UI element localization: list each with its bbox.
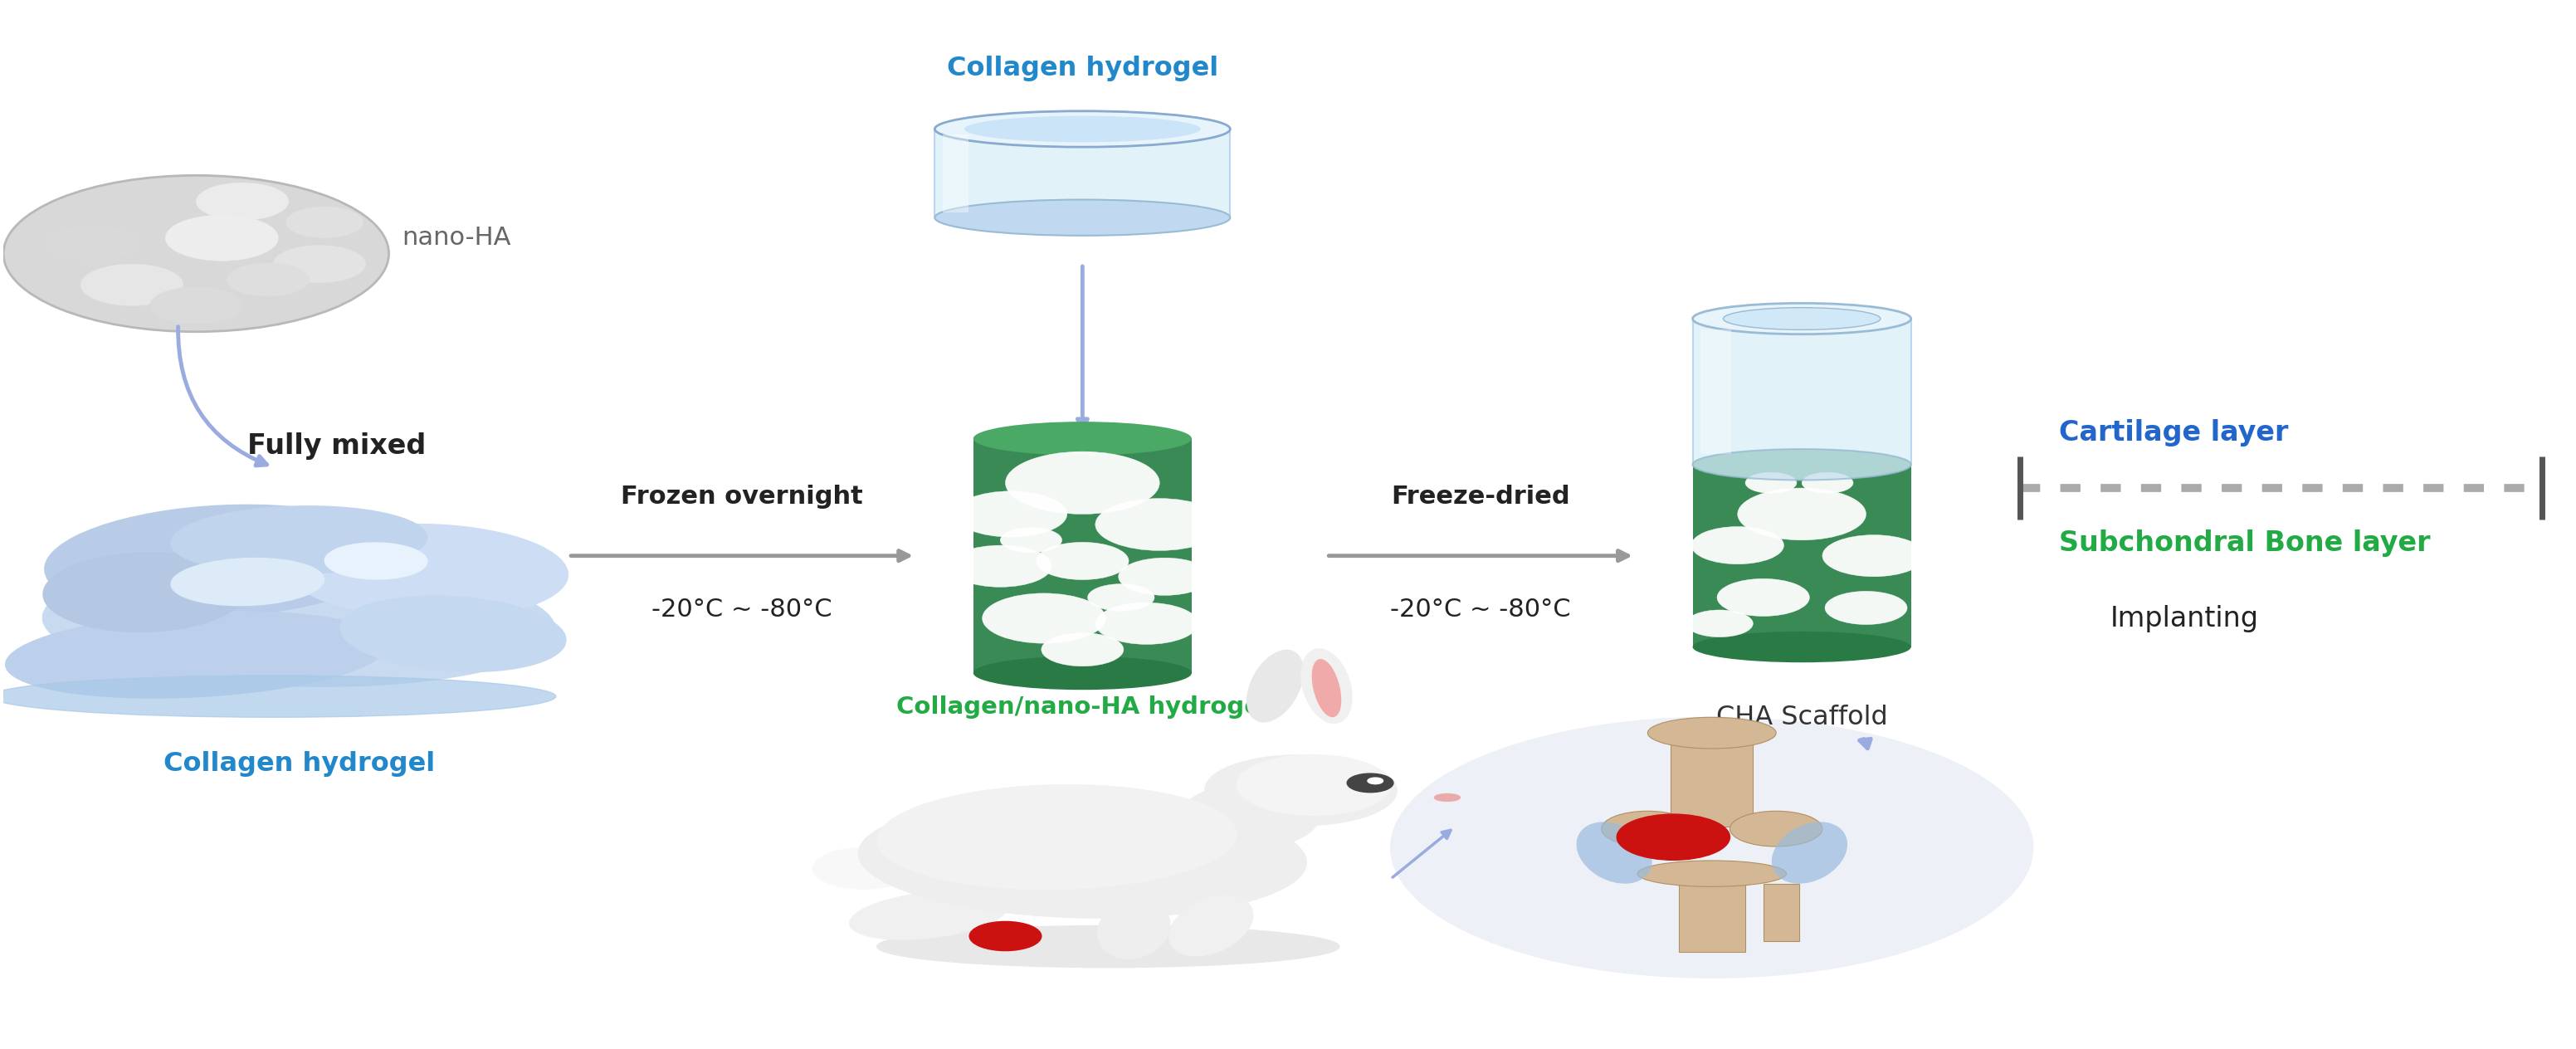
Ellipse shape	[963, 115, 1200, 143]
Ellipse shape	[1723, 307, 1880, 329]
Bar	[935, 129, 1231, 217]
Circle shape	[149, 287, 242, 324]
Circle shape	[1747, 472, 1795, 493]
Circle shape	[1692, 527, 1783, 564]
Ellipse shape	[0, 676, 556, 718]
Ellipse shape	[1602, 811, 1695, 847]
Circle shape	[948, 545, 1051, 587]
Circle shape	[811, 848, 914, 890]
Circle shape	[1801, 472, 1852, 493]
Ellipse shape	[1236, 755, 1391, 815]
Ellipse shape	[325, 542, 428, 579]
Text: Fully mixed: Fully mixed	[247, 432, 425, 461]
Ellipse shape	[44, 505, 399, 617]
Ellipse shape	[1692, 631, 1911, 663]
Ellipse shape	[1692, 449, 1911, 480]
Circle shape	[1095, 498, 1224, 551]
Circle shape	[80, 264, 183, 305]
Circle shape	[1739, 488, 1865, 540]
Bar	[1692, 319, 1911, 465]
Text: Collagen hydrogel: Collagen hydrogel	[162, 751, 435, 777]
Circle shape	[165, 215, 278, 261]
Ellipse shape	[1772, 821, 1847, 883]
Text: Collagen hydrogel: Collagen hydrogel	[948, 56, 1218, 82]
Text: Collagen/nano-HA hydrogel: Collagen/nano-HA hydrogel	[896, 695, 1270, 719]
Ellipse shape	[974, 422, 1193, 455]
Ellipse shape	[5, 612, 386, 698]
Ellipse shape	[935, 199, 1231, 236]
Circle shape	[999, 528, 1061, 553]
Circle shape	[1087, 584, 1154, 611]
Bar	[1680, 874, 1747, 951]
Ellipse shape	[1692, 449, 1911, 480]
Ellipse shape	[44, 553, 247, 631]
Bar	[1700, 329, 1731, 454]
Circle shape	[1005, 451, 1159, 514]
Circle shape	[227, 263, 309, 296]
Circle shape	[1095, 603, 1198, 644]
Text: nano-HA: nano-HA	[402, 226, 510, 250]
Circle shape	[1347, 773, 1394, 792]
Circle shape	[1391, 718, 2032, 978]
Bar	[1765, 884, 1798, 941]
Ellipse shape	[1649, 718, 1775, 749]
Circle shape	[1824, 592, 1906, 624]
Circle shape	[981, 594, 1105, 643]
Ellipse shape	[1638, 860, 1785, 886]
Text: CHA Scaffold: CHA Scaffold	[1716, 705, 1888, 730]
Bar	[943, 134, 969, 212]
Ellipse shape	[1311, 660, 1340, 716]
Ellipse shape	[340, 596, 567, 671]
Ellipse shape	[1692, 303, 1911, 335]
Circle shape	[286, 207, 363, 238]
Ellipse shape	[858, 797, 1306, 918]
Circle shape	[1118, 558, 1211, 596]
Ellipse shape	[1247, 650, 1303, 722]
Circle shape	[196, 183, 289, 220]
Ellipse shape	[170, 506, 428, 574]
Ellipse shape	[935, 111, 1231, 147]
Circle shape	[1687, 609, 1754, 637]
Ellipse shape	[1731, 811, 1821, 847]
Circle shape	[1821, 535, 1924, 577]
Ellipse shape	[876, 925, 1340, 967]
Text: Implanting: Implanting	[2110, 604, 2259, 631]
Circle shape	[49, 226, 137, 261]
Ellipse shape	[1206, 755, 1396, 826]
Ellipse shape	[1170, 895, 1252, 957]
Ellipse shape	[1177, 783, 1321, 850]
Circle shape	[1041, 633, 1123, 666]
Circle shape	[1718, 579, 1808, 616]
Text: -20°C ~ -80°C: -20°C ~ -80°C	[1391, 598, 1571, 621]
Text: Subchondral Bone layer: Subchondral Bone layer	[2058, 530, 2429, 557]
Text: Freeze-dried: Freeze-dried	[1391, 485, 1571, 509]
Circle shape	[1036, 542, 1128, 580]
Ellipse shape	[974, 657, 1193, 690]
Ellipse shape	[1577, 821, 1651, 883]
Ellipse shape	[1435, 794, 1461, 801]
Circle shape	[1618, 814, 1731, 860]
Bar	[1692, 465, 1911, 647]
Text: -20°C ~ -80°C: -20°C ~ -80°C	[652, 598, 832, 621]
Ellipse shape	[286, 524, 567, 619]
Bar	[1672, 733, 1754, 827]
Ellipse shape	[850, 891, 1007, 940]
Circle shape	[953, 491, 1066, 537]
Circle shape	[273, 245, 366, 283]
Bar	[974, 438, 1193, 673]
Text: Cartilage layer: Cartilage layer	[2058, 419, 2287, 446]
Circle shape	[1368, 777, 1383, 784]
Ellipse shape	[1097, 899, 1170, 959]
Ellipse shape	[44, 560, 556, 686]
Circle shape	[3, 175, 389, 331]
Ellipse shape	[170, 558, 325, 605]
Ellipse shape	[1301, 648, 1352, 724]
Text: Frozen overnight: Frozen overnight	[621, 485, 863, 509]
Ellipse shape	[878, 785, 1236, 890]
Circle shape	[969, 921, 1041, 950]
